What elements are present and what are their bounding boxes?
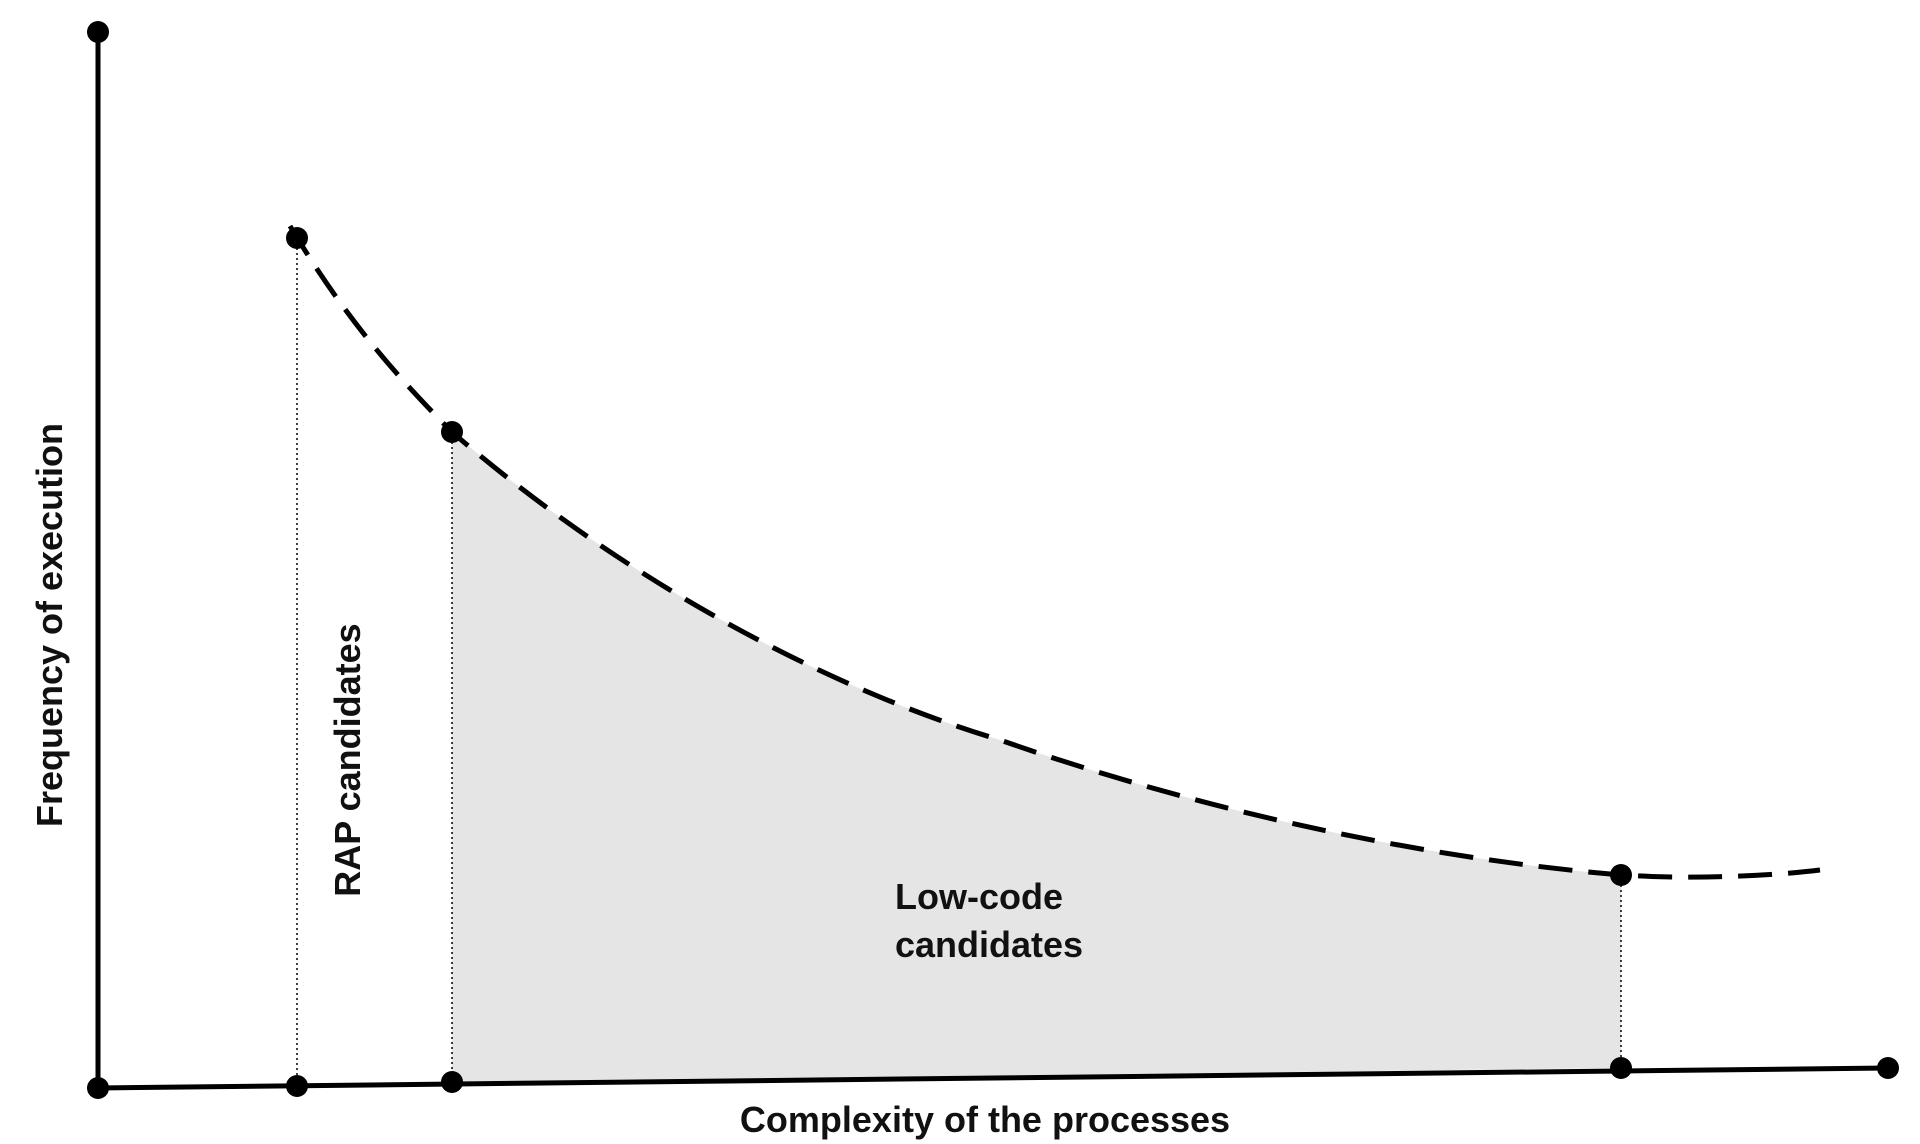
- x-axis-low-code-end-point: [1610, 1057, 1632, 1079]
- x-axis-label: Complexity of the processes: [740, 1099, 1230, 1140]
- rap-candidates-label: RAP candidates: [327, 623, 368, 896]
- curve-start-point: [286, 227, 308, 249]
- low-code-label-line1: Low-code: [895, 876, 1063, 917]
- curve-low-code-end-point: [1610, 864, 1632, 886]
- origin-point: [87, 1077, 109, 1099]
- x-axis-rap-point: [286, 1075, 308, 1097]
- y-axis-top-point: [87, 21, 109, 43]
- y-axis-label: Frequency of execution: [29, 423, 70, 827]
- low-code-region: [452, 432, 1621, 1082]
- x-axis-end-point: [1877, 1057, 1899, 1079]
- curve-low-code-start-point: [441, 421, 463, 443]
- decay-curve: [287, 224, 1821, 880]
- low-code-label-line2: candidates: [895, 924, 1083, 965]
- x-axis-low-code-start-point: [441, 1071, 463, 1093]
- x-axis: [97, 1065, 1889, 1091]
